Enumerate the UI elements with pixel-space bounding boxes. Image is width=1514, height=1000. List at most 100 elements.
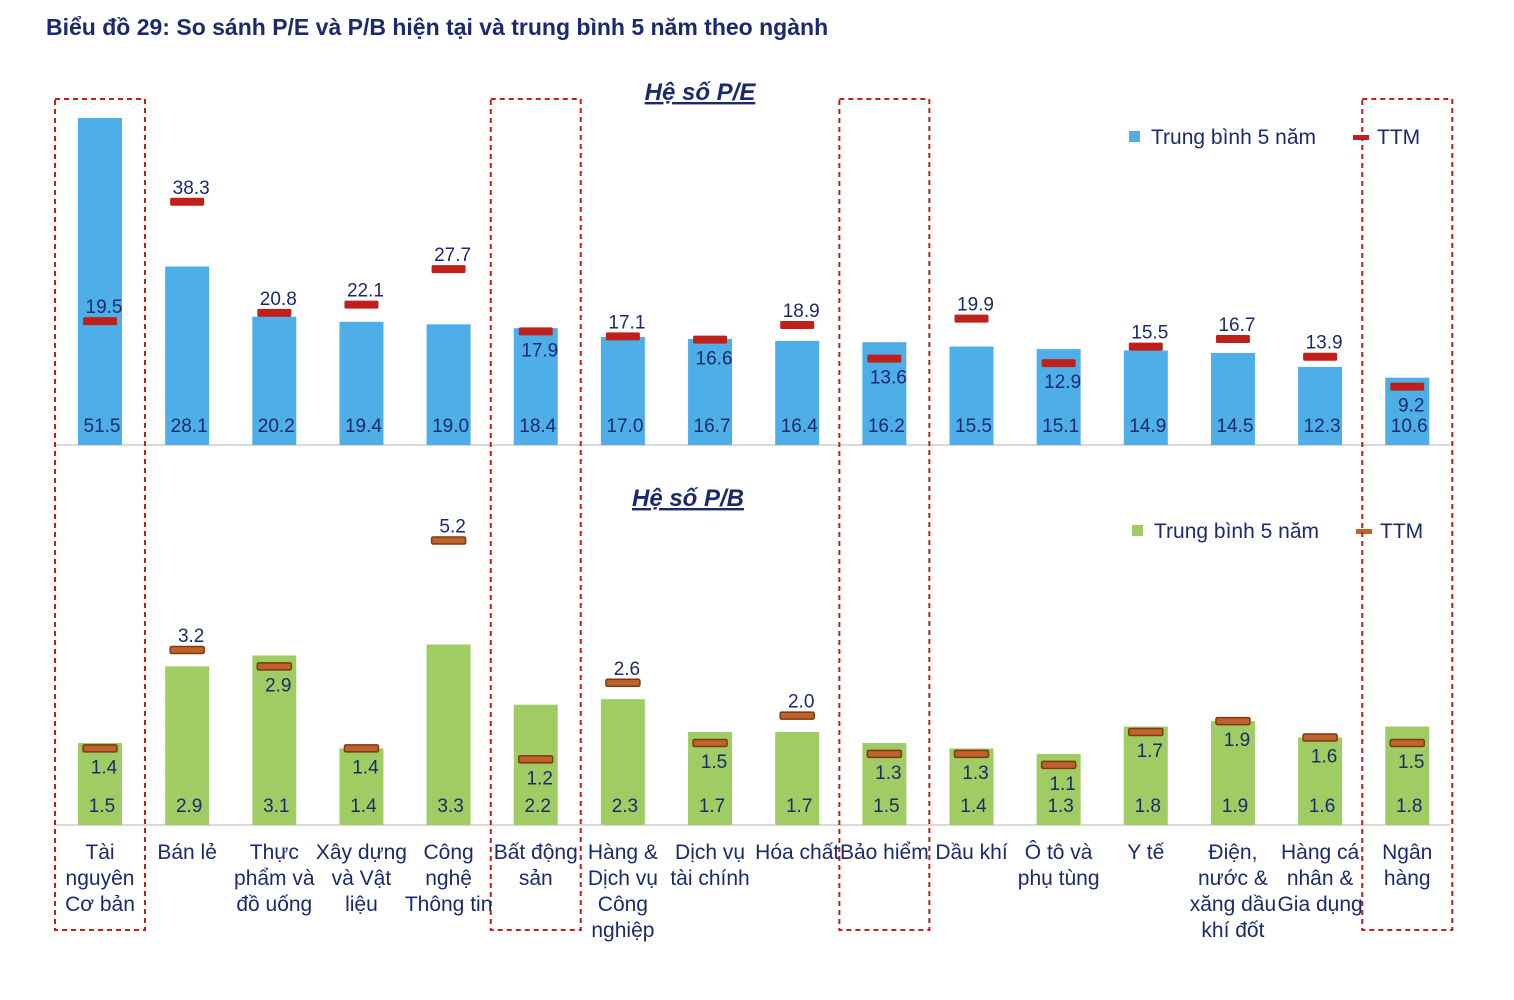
category-label: Điện, nước & xăng dầu khí đốt	[1189, 841, 1277, 942]
data-label-avg: 18.4	[519, 416, 556, 437]
legend-ttm-label: TTM	[1377, 126, 1420, 149]
data-label-avg: 2.2	[525, 796, 551, 817]
highlight-box	[838, 98, 931, 931]
marker-ttm	[82, 744, 118, 753]
bar-avg	[1298, 737, 1343, 825]
data-label-ttm: 19.9	[957, 295, 994, 316]
highlight-box	[489, 98, 582, 931]
data-label-ttm: 27.7	[434, 245, 471, 266]
data-label-ttm: 12.9	[1044, 372, 1081, 393]
data-label-ttm: 2.6	[614, 659, 640, 680]
marker-ttm	[83, 317, 117, 326]
category-label: Dầu khí	[935, 841, 1008, 864]
category-label: Ngân hàng	[1382, 841, 1433, 890]
data-label-ttm: 1.5	[701, 752, 727, 773]
marker-ttm	[953, 749, 990, 759]
bar-avg	[1123, 726, 1168, 825]
category-label: Tài nguyên Cơ bản	[65, 841, 135, 916]
bar-avg	[688, 732, 733, 825]
data-label-ttm: 1.3	[875, 763, 901, 784]
data-label-ttm: 1.5	[1398, 752, 1424, 773]
category-label: Công nghệ Thông tin	[404, 841, 493, 916]
legend-ttm-label: TTM	[1380, 520, 1423, 543]
highlight-box	[1361, 98, 1454, 931]
data-label-avg: 15.5	[955, 416, 992, 437]
category-label: Bán lẻ	[157, 841, 217, 864]
data-label-ttm: 5.2	[439, 517, 465, 538]
category-label: Ô tô và phụ tùng	[1017, 841, 1100, 890]
marker-ttm	[779, 711, 815, 720]
marker-ttm	[518, 755, 554, 764]
bar-avg	[949, 346, 994, 445]
category-label: Bảo hiểm	[839, 841, 929, 864]
marker-ttm	[1303, 352, 1338, 361]
marker-ttm	[169, 645, 205, 655]
data-label-ttm: 17.9	[521, 340, 558, 361]
legend-avg-label: Trung bình 5 năm	[1154, 520, 1319, 543]
bar-avg	[252, 316, 297, 445]
category-label: Bất động sản	[493, 841, 578, 890]
legend-avg-swatch	[1129, 131, 1140, 142]
marker-ttm	[256, 662, 293, 671]
data-label-ttm: 13.6	[870, 368, 907, 389]
data-label-ttm: 1.4	[352, 757, 379, 778]
data-label-avg: 1.5	[873, 796, 899, 817]
bar-avg	[513, 704, 558, 825]
category-label: Hàng cá nhân & Gia dụng	[1277, 841, 1363, 916]
data-label-avg: 19.0	[432, 416, 469, 437]
marker-ttm	[867, 354, 902, 363]
category-label: Thực phẩm và đồ uống	[234, 841, 315, 916]
data-label-ttm: 3.2	[178, 626, 204, 647]
data-label-avg: 16.2	[868, 416, 905, 437]
data-label-avg: 10.6	[1391, 416, 1428, 437]
data-label-avg: 1.7	[786, 796, 812, 817]
bar-avg	[165, 266, 210, 445]
data-label-ttm: 1.1	[1049, 774, 1075, 795]
bar-avg	[78, 117, 122, 445]
bar-avg	[78, 742, 122, 825]
legend-ttm-swatch	[1356, 529, 1372, 534]
bar-avg	[775, 732, 820, 825]
marker-ttm	[866, 749, 903, 759]
data-label-avg: 28.1	[171, 416, 208, 437]
bar-avg	[949, 748, 994, 825]
data-label-avg: 51.5	[84, 416, 121, 437]
data-label-avg: 1.3	[1047, 796, 1073, 817]
data-label-avg: 2.9	[176, 796, 202, 817]
data-label-avg: 16.4	[781, 416, 818, 437]
marker-ttm	[1128, 342, 1163, 351]
bar-avg	[775, 340, 820, 445]
data-label-avg: 3.3	[437, 796, 463, 817]
data-label-avg: 1.4	[350, 796, 377, 817]
data-label-avg: 1.9	[1222, 796, 1248, 817]
marker-ttm	[1128, 727, 1164, 737]
bar-avg	[165, 666, 210, 825]
bar-avg	[600, 337, 645, 445]
bar-avg	[252, 655, 297, 825]
marker-ttm	[605, 678, 641, 688]
category-label: Xây dựng và Vật liệu	[315, 841, 407, 916]
marker-ttm	[605, 332, 640, 341]
bar-avg	[1210, 352, 1255, 445]
data-label-ttm: 1.4	[91, 757, 118, 778]
bar-avg	[1123, 350, 1168, 445]
marker-ttm	[170, 197, 205, 206]
data-label-avg: 2.3	[612, 796, 638, 817]
marker-ttm	[693, 335, 728, 344]
legend-avg-label: Trung bình 5 năm	[1151, 126, 1316, 149]
marker-ttm	[257, 308, 292, 317]
data-label-avg: 1.6	[1309, 796, 1335, 817]
data-label-ttm: 20.8	[260, 289, 297, 310]
pe-panel-title: Hệ số P/E	[645, 79, 757, 106]
data-label-avg: 19.4	[345, 416, 382, 437]
data-label-ttm: 16.7	[1218, 315, 1255, 336]
legend-ttm-swatch	[1353, 135, 1369, 140]
marker-ttm	[518, 327, 553, 336]
data-label-avg: 17.0	[606, 416, 643, 437]
data-label-avg: 1.8	[1396, 796, 1422, 817]
data-label-ttm: 1.3	[962, 763, 988, 784]
data-label-ttm: 1.2	[527, 768, 553, 789]
data-label-ttm: 22.1	[347, 281, 384, 302]
data-label-avg: 14.9	[1129, 416, 1166, 437]
